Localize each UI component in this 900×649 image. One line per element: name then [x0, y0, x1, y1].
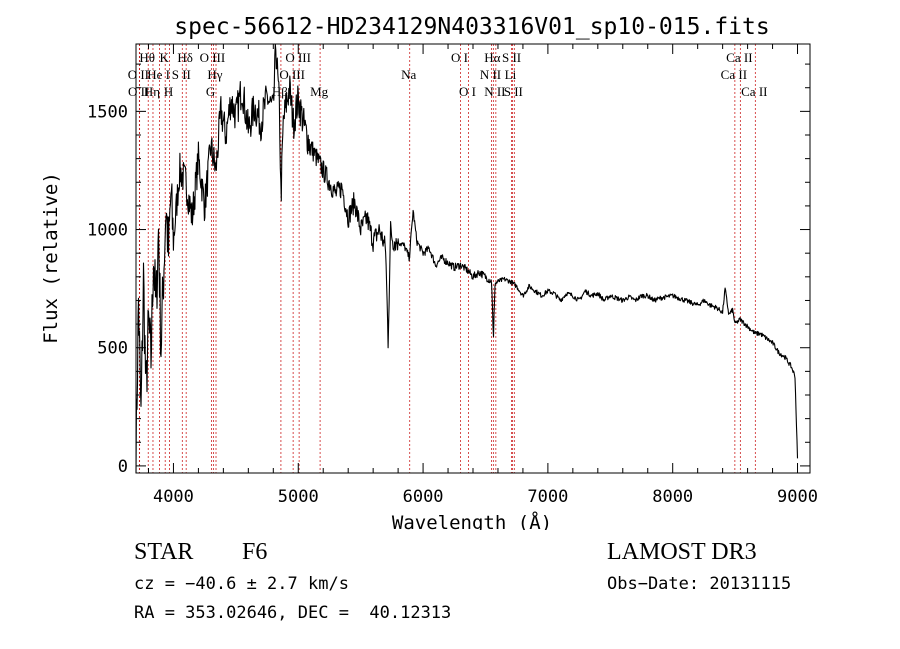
x-tick-label: 4000 — [153, 487, 194, 507]
y-tick-label: 0 — [118, 457, 128, 477]
line-annotation: G — [206, 84, 215, 99]
line-annotation: N II — [484, 84, 505, 99]
subclass-label: F6 — [242, 539, 268, 565]
line-annotation: S II — [172, 67, 191, 82]
x-axis: 4000 5000 6000 7000 8000 9000 — [147, 44, 818, 507]
line-annotation: O II — [128, 84, 149, 99]
line-annotation: Hβ — [272, 84, 288, 99]
x-tick-label: 6000 — [403, 487, 444, 507]
y-tick-label: 1500 — [87, 102, 128, 122]
line-annotations: O II O II Hθ Hη He I K H S II Hδ O III Hγ G Hβ O III O… — [128, 50, 768, 99]
chart-title: spec-56612-HD234129N403316V01_sp10-015.f… — [174, 14, 769, 40]
line-annotation: S II — [502, 50, 521, 65]
line-annotation: O I — [459, 84, 476, 99]
line-annotation: Li — [505, 67, 517, 82]
line-annotation: H — [164, 84, 173, 99]
line-annotation: K — [160, 50, 170, 65]
line-annotation: O III — [279, 67, 305, 82]
x-tick-label: 5000 — [278, 487, 319, 507]
obs-date-label: Obs−Date: 20131115 — [607, 574, 792, 594]
line-annotation: Na — [401, 67, 416, 82]
line-annotation: O I — [451, 50, 468, 65]
line-annotation: Ca II — [721, 67, 747, 82]
y-tick-label: 1000 — [87, 221, 128, 241]
x-tick-label: 8000 — [652, 487, 693, 507]
line-annotation: Ca II — [741, 84, 767, 99]
line-annotation: Mg — [310, 84, 329, 99]
x-tick-label: 7000 — [527, 487, 568, 507]
cz-label: cz = −40.6 ± 2.7 km/s — [134, 574, 349, 594]
line-markers — [138, 44, 756, 473]
line-annotation: He I — [147, 67, 170, 82]
line-annotation: O III — [285, 50, 311, 65]
line-annotation: S II — [504, 84, 523, 99]
line-annotation: Hη — [144, 84, 160, 99]
y-tick-label: 500 — [97, 339, 128, 359]
survey-label: LAMOST DR3 — [607, 539, 757, 565]
line-annotation: Hδ — [177, 50, 193, 65]
class-label: STAR — [134, 539, 194, 565]
spectrum-line — [135, 43, 799, 474]
spectrum-chart: spec-56612-HD234129N403316V01_sp10-015.f… — [40, 14, 818, 530]
line-annotation: Hγ — [207, 67, 222, 82]
x-axis-label: Wavelength (Å) — [392, 511, 552, 530]
line-annotation: Hθ — [139, 50, 155, 65]
y-axis-label: Flux (relative) — [40, 172, 62, 344]
line-annotation: O II — [128, 67, 149, 82]
line-annotation: O III — [200, 50, 226, 65]
plot-frame — [135, 43, 811, 474]
line-annotation: N II — [480, 67, 501, 82]
x-tick-label: 9000 — [777, 487, 818, 507]
y-axis: 0 500 1000 1500 — [87, 63, 810, 477]
line-annotation: Hα — [484, 50, 500, 65]
coords-label: RA = 353.02646, DEC = 40.12313 — [134, 603, 452, 623]
line-annotation: Ca II — [726, 50, 752, 65]
